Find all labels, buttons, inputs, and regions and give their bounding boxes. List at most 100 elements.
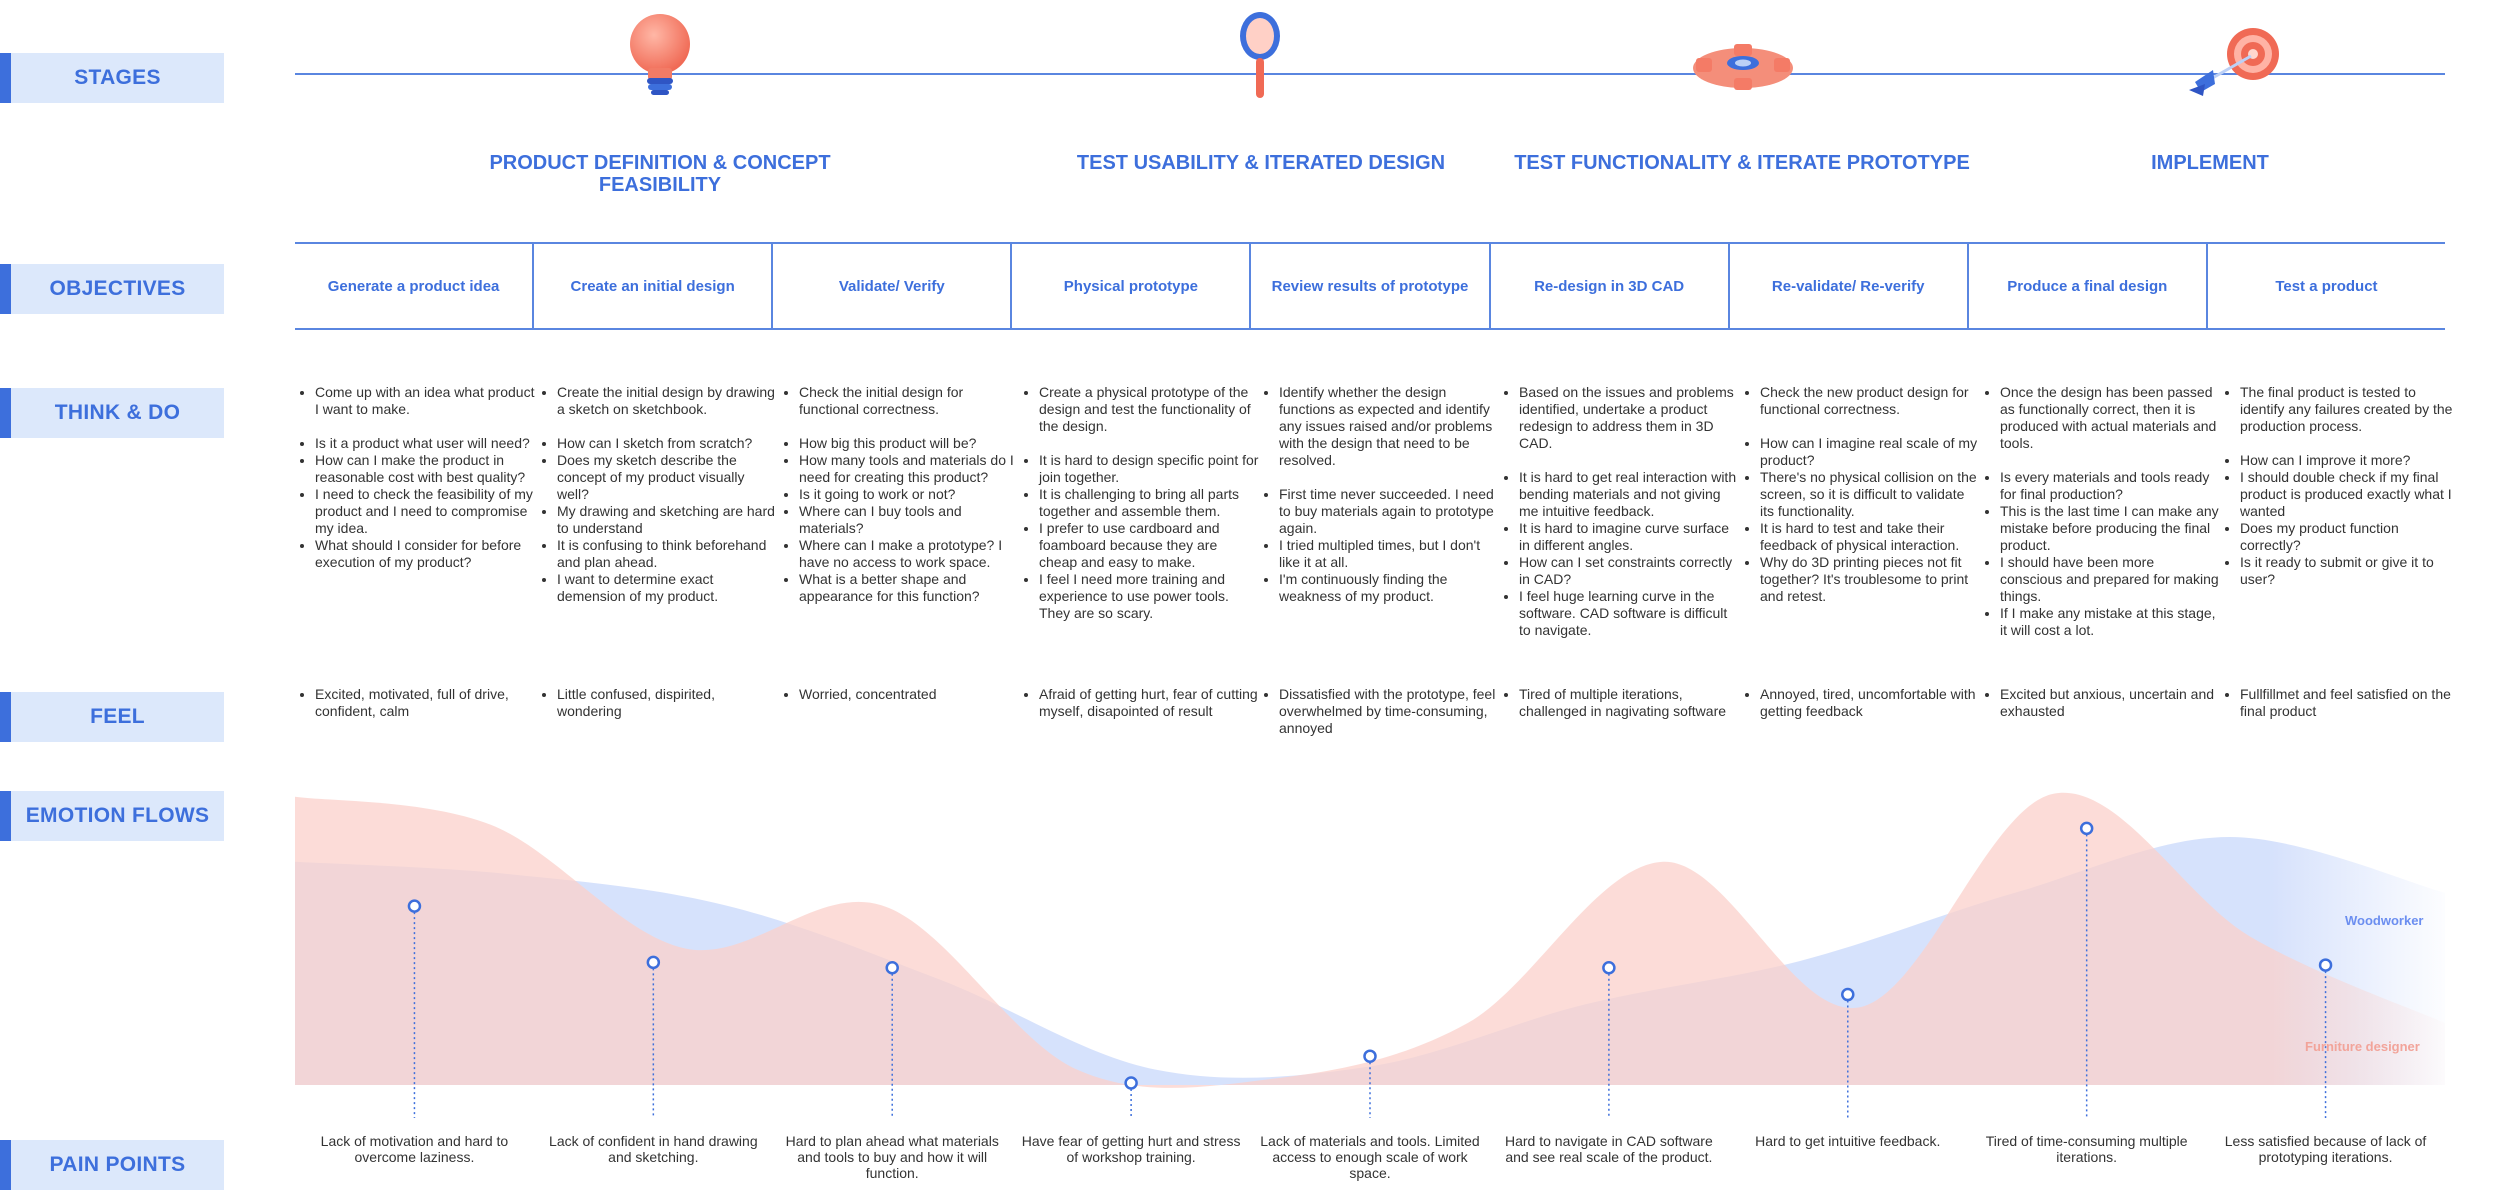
legend-woodworker: Woodworker — [2345, 913, 2424, 928]
magnifier-icon — [1235, 6, 1285, 107]
think-do-intro: The final product is tested to identify … — [2240, 384, 2460, 435]
think-do-intro: Create the initial design by drawing a s… — [557, 384, 777, 418]
objective-9: Test a product — [2275, 277, 2378, 295]
target-icon — [2175, 26, 2285, 106]
designer-area — [295, 792, 2445, 1088]
think-do-item: Where can I buy tools and materials? — [799, 503, 1019, 537]
row-label-think-do: THINK & DO — [0, 388, 224, 438]
think-do-intro: Once the design has been passed as funct… — [2000, 384, 2220, 452]
think-do-column: Identify whether the design functions as… — [1267, 384, 1499, 605]
feel-column: Afraid of getting hurt, fear of cutting … — [1027, 686, 1259, 720]
pain-point-7: Hard to get intuitive feedback. — [1755, 1133, 1941, 1149]
stage-timeline — [295, 73, 2445, 75]
think-do-item: First time never succeeded. I need to bu… — [1279, 486, 1499, 537]
emotion-points — [407, 821, 2333, 1118]
think-do-item: How can I imagine real scale of my produ… — [1760, 435, 1980, 469]
pain-point-3: Hard to plan ahead what materials and to… — [785, 1133, 999, 1181]
think-do-intro: Based on the issues and problems identif… — [1519, 384, 1739, 452]
think-do-item: How can I sketch from scratch? — [557, 435, 777, 452]
think-do-item: Is every materials and tools ready for f… — [2000, 469, 2220, 503]
think-do-item: My drawing and sketching are hard to und… — [557, 503, 777, 537]
think-do-item: It is hard to imagine curve surface in d… — [1519, 520, 1739, 554]
objectives-row: Generate a product idea Create an initia… — [295, 244, 2445, 328]
think-do-column: The final product is tested to identify … — [2228, 384, 2460, 588]
stage-title-2: TEST USABILITY & ITERATED DESIGN — [1076, 152, 1446, 174]
emotion-point — [1363, 1049, 1377, 1063]
feel-text: Annoyed, tired, uncomfortable with getti… — [1760, 686, 1980, 720]
think-do-item: I'm continuously finding the weakness of… — [1279, 571, 1499, 605]
feel-text: Little confused, dispirited, wondering — [557, 686, 777, 720]
think-do-item: I need to check the feasibility of my pr… — [315, 486, 535, 537]
feel-text: Dissatisfied with the prototype, feel ov… — [1279, 686, 1499, 737]
feel-column: Worried, concentrated — [787, 686, 1019, 703]
think-do-item: It is hard to design specific point for … — [1039, 452, 1259, 486]
objective-8: Produce a final design — [1969, 244, 2208, 328]
think-do-item: Where can I make a prototype? I have no … — [799, 537, 1019, 571]
emotion-point — [646, 955, 661, 970]
objective-7: Re-validate/ Re-verify — [1730, 244, 1969, 328]
think-do-item: I tried multipled times, but I don't lik… — [1279, 537, 1499, 571]
think-do-item: There's no physical collision on the scr… — [1760, 469, 1980, 520]
pain-point-2: Lack of confident in hand drawing and sk… — [549, 1133, 758, 1165]
think-do-item: Is it going to work or not? — [799, 486, 1019, 503]
pain-point-4: Have fear of getting hurt and stress of … — [1021, 1133, 1241, 1165]
emotion-point — [885, 961, 899, 975]
think-do-item: It is challenging to bring all parts tog… — [1039, 486, 1259, 520]
row-label-objectives: OBJECTIVES — [0, 264, 224, 314]
feel-text: Excited, motivated, full of drive, confi… — [315, 686, 535, 720]
think-do-intro: Identify whether the design functions as… — [1279, 384, 1499, 469]
feel-column: Dissatisfied with the prototype, feel ov… — [1267, 686, 1499, 737]
lightbulb-icon — [620, 10, 700, 105]
think-do-intro: Check the initial design for functional … — [799, 384, 1019, 418]
think-do-item: Why do 3D printing pieces not fit togeth… — [1760, 554, 1980, 605]
think-do-intro: Create a physical prototype of the desig… — [1039, 384, 1259, 435]
pain-point-1: Lack of motivation and hard to overcome … — [320, 1133, 509, 1165]
objective-5: Review results of prototype — [1251, 244, 1491, 328]
think-do-column: Check the initial design for functional … — [787, 384, 1019, 605]
pain-point-8: Tired of time-consuming multiple iterati… — [1985, 1133, 2188, 1165]
think-do-item: I prefer to use cardboard and foamboard … — [1039, 520, 1259, 571]
think-do-column: Once the design has been passed as funct… — [1988, 384, 2220, 639]
emotion-point — [407, 899, 422, 913]
feel-column: Excited, motivated, full of drive, confi… — [303, 686, 535, 720]
think-do-column: Check the new product design for functio… — [1748, 384, 1980, 605]
objectives-top-line — [295, 242, 2445, 244]
feel-text: Fullfillmet and feel satisfied on the fi… — [2240, 686, 2460, 720]
pain-point-5: Lack of materials and tools. Limited acc… — [1260, 1133, 1480, 1181]
row-label-stages: STAGES — [0, 53, 224, 103]
think-do-item: How can I improve it more? — [2240, 452, 2460, 469]
think-do-item: I feel huge learning curve in the softwa… — [1519, 588, 1739, 639]
think-do-item: What is a better shape and appearance fo… — [799, 571, 1019, 605]
think-do-item: I feel I need more training and experien… — [1039, 571, 1259, 622]
think-do-column: Create the initial design by drawing a s… — [545, 384, 777, 605]
objective-2: Create an initial design — [534, 244, 774, 328]
think-do-column: Create a physical prototype of the desig… — [1027, 384, 1259, 622]
think-do-item: Does my sketch describe the concept of m… — [557, 452, 777, 503]
think-do-item: I should double check if my final produc… — [2240, 469, 2460, 520]
think-do-item: Does my product function correctly? — [2240, 520, 2460, 554]
think-do-item: What should I consider for before execut… — [315, 537, 535, 571]
feel-text: Worried, concentrated — [799, 686, 1019, 703]
think-do-item: I want to determine exact demension of m… — [557, 571, 777, 605]
feel-column: Tired of multiple iterations, challenged… — [1507, 686, 1739, 720]
think-do-item: How can I make the product in reasonable… — [315, 452, 535, 486]
think-do-item: It is hard to test and take their feedba… — [1760, 520, 1980, 554]
objective-3: Validate/ Verify — [773, 244, 1013, 328]
think-do-column: Come up with an idea what product I want… — [303, 384, 535, 571]
think-do-item: How many tools and materials do I need f… — [799, 452, 1019, 486]
gear-icon — [1688, 38, 1798, 103]
objective-1: Generate a product idea — [295, 244, 535, 328]
feel-column: Excited but anxious, uncertain and exhau… — [1988, 686, 2220, 720]
think-do-item: It is hard to get real interaction with … — [1519, 469, 1739, 520]
emotion-point — [1602, 961, 1616, 975]
stage-title-4: IMPLEMENT — [2151, 152, 2269, 174]
feel-text: Tired of multiple iterations, challenged… — [1519, 686, 1739, 720]
feel-column: Fullfillmet and feel satisfied on the fi… — [2228, 686, 2460, 720]
feel-text: Afraid of getting hurt, fear of cutting … — [1039, 686, 1259, 720]
row-label-emotion-flows: EMOTION FLOWS — [0, 791, 224, 841]
think-do-item: I should have been more conscious and pr… — [2000, 554, 2220, 605]
row-label-feel: FEEL — [0, 692, 224, 742]
think-do-item: How big this product will be? — [799, 435, 1019, 452]
think-do-item: This is the last time I can make any mis… — [2000, 503, 2220, 554]
